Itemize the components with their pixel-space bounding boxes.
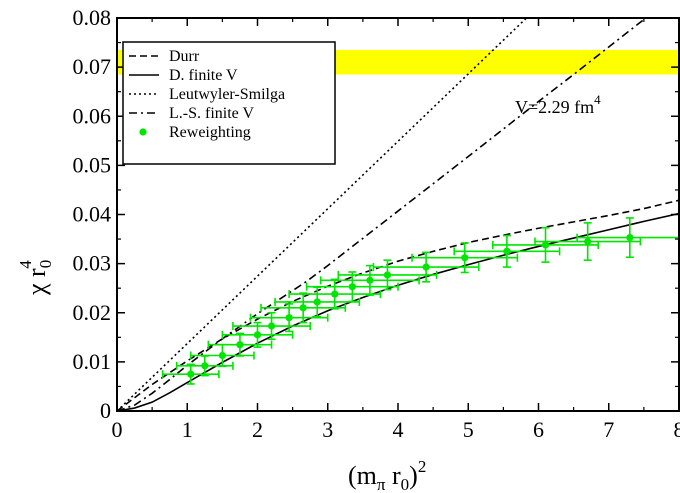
legend-label: D. finite V — [169, 67, 238, 84]
data-point-11 — [305, 271, 399, 303]
point-marker — [331, 290, 339, 298]
point-marker — [422, 263, 430, 271]
data-point-12 — [319, 264, 420, 296]
x-tick-label: 7 — [603, 417, 614, 442]
data-point-13 — [337, 259, 438, 291]
point-marker — [461, 254, 469, 262]
data-point-8 — [260, 292, 347, 324]
data-point-17 — [492, 226, 600, 263]
y-tick-label: 0.05 — [73, 152, 112, 177]
point-marker — [267, 322, 276, 330]
legend-label: Durr — [169, 48, 200, 65]
point-marker — [299, 304, 307, 312]
point-marker — [218, 351, 226, 360]
legend-marker — [139, 128, 147, 136]
point-marker — [503, 247, 511, 255]
x-tick-label: 0 — [112, 417, 123, 442]
x-axis-title: (mπ r0)2 — [348, 457, 426, 493]
data-point-2 — [175, 355, 234, 377]
point-marker — [187, 370, 195, 378]
y-tick-label: 0.03 — [73, 251, 112, 276]
series-line-4 — [117, 18, 648, 411]
legend-label: L.-S. finite V — [169, 105, 254, 122]
point-marker — [348, 283, 356, 291]
y-tick-label: 0.04 — [73, 202, 112, 227]
point-marker — [383, 271, 392, 279]
x-tick-label: 3 — [322, 417, 333, 442]
data-point-3 — [189, 343, 255, 368]
point-marker — [201, 362, 209, 370]
y-tick-label: 0.06 — [73, 103, 112, 128]
data-point-9 — [274, 286, 361, 318]
data-point-19 — [576, 217, 679, 259]
x-tick-label: 8 — [674, 417, 680, 442]
x-tick-label: 5 — [463, 417, 474, 442]
legend-label: Leutwyler-Smilga — [169, 86, 285, 103]
y-tick-label: 0.07 — [73, 54, 112, 79]
point-marker — [236, 341, 244, 349]
data-point-4 — [207, 332, 273, 357]
y-tick-label: 0.01 — [73, 349, 112, 374]
annotation-volume: V=2.29 fm4 — [515, 92, 601, 117]
data-point-16 — [453, 234, 561, 268]
y-tick-label: 0.08 — [73, 5, 112, 30]
y-tick-label: 0.02 — [73, 300, 112, 325]
y-axis-title: χ r04 — [16, 260, 55, 296]
point-marker — [253, 331, 262, 339]
data-point-10 — [288, 278, 382, 310]
series-line-1 — [117, 199, 679, 411]
legend-label: Reweighting — [169, 124, 251, 141]
point-marker — [626, 233, 634, 242]
x-tick-label: 6 — [533, 417, 544, 442]
point-marker — [584, 237, 592, 246]
y-tick-label: 0 — [100, 398, 111, 423]
point-marker — [313, 298, 321, 306]
point-marker — [541, 241, 550, 249]
x-tick-label: 2 — [252, 417, 263, 442]
data-point-18 — [534, 222, 642, 261]
x-tick-label: 1 — [182, 417, 193, 442]
data-point-7 — [249, 303, 329, 333]
data-point-15 — [411, 242, 519, 274]
x-tick-label: 4 — [393, 417, 404, 442]
data-point-1 — [161, 363, 220, 385]
point-marker — [366, 276, 374, 284]
series-line-2 — [117, 212, 679, 411]
point-marker — [285, 314, 293, 322]
legend-box — [122, 41, 336, 165]
